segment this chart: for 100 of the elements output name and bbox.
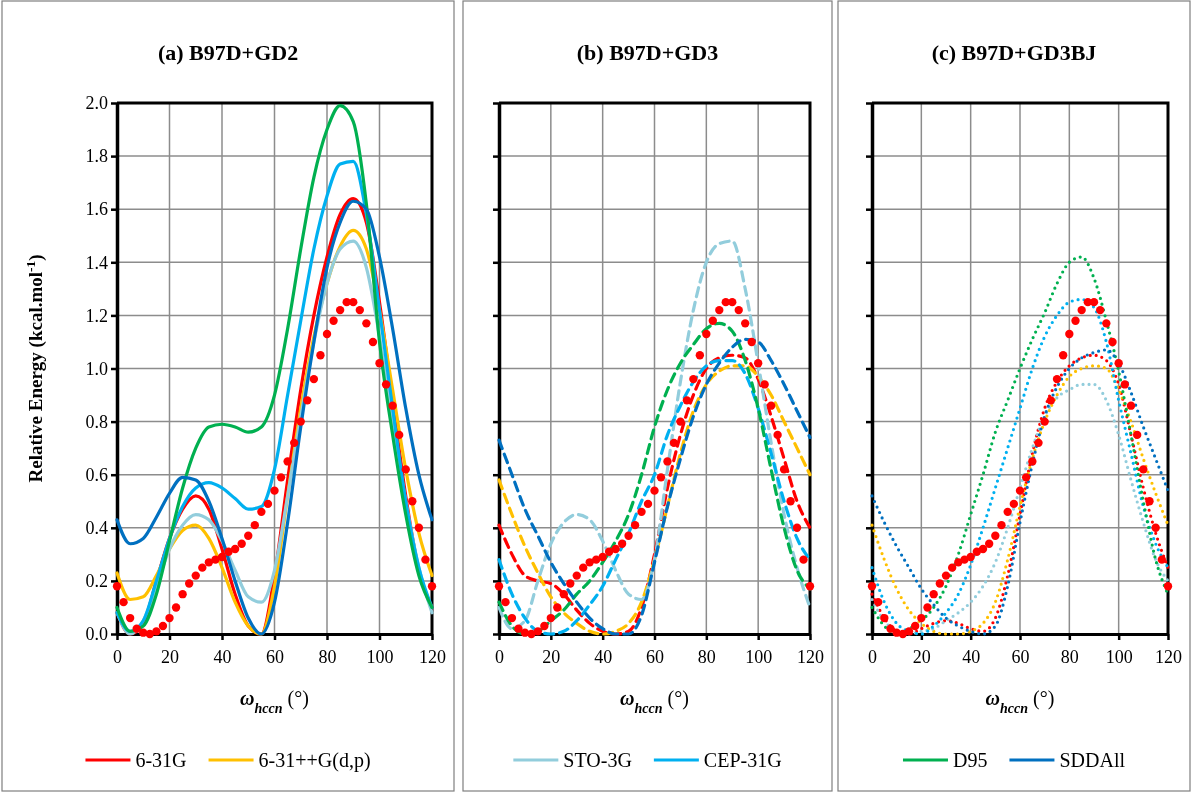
point (923, 603, 932, 612)
point (250, 520, 259, 530)
point (643, 499, 653, 509)
x-tick-label: 40 (594, 646, 613, 667)
point (741, 319, 750, 328)
x-tick-label: 80 (318, 646, 337, 667)
point (947, 563, 957, 572)
point (546, 613, 556, 623)
point (611, 544, 620, 554)
point (408, 497, 417, 506)
point (715, 305, 724, 315)
point (381, 380, 391, 389)
x-tick-label: 80 (1060, 646, 1079, 667)
point (125, 613, 135, 623)
point (559, 590, 568, 599)
point (984, 539, 994, 548)
point (766, 401, 776, 410)
point (119, 597, 128, 607)
point (805, 582, 815, 591)
point (637, 507, 646, 517)
point (368, 337, 378, 347)
point (734, 305, 743, 315)
y-tick-label: 0.8 (85, 411, 108, 432)
point (676, 417, 685, 426)
point (669, 438, 679, 448)
chart-title: (a) B97D+GD2 (157, 40, 299, 65)
x-tick-label: 60 (646, 646, 664, 667)
point (362, 319, 371, 328)
point (978, 544, 988, 554)
point (237, 539, 246, 548)
x-tick-label: 0 (495, 646, 504, 667)
x-tick-label: 0 (868, 646, 877, 667)
legend-label: CEP-31G (703, 749, 782, 771)
point (501, 597, 510, 607)
point (617, 539, 627, 548)
point (514, 624, 523, 633)
x-tick-label: 40 (213, 646, 232, 667)
point (702, 329, 711, 339)
chart-title: (b) B97D+GD3 (576, 40, 719, 65)
point (224, 547, 233, 556)
point (290, 438, 299, 448)
point (753, 359, 763, 368)
point (375, 359, 384, 368)
point (572, 571, 581, 580)
point (533, 627, 543, 636)
legend-label: D95 (952, 749, 988, 771)
x-tick-label: 100 (366, 646, 394, 667)
y-tick-label: 1.0 (85, 358, 108, 379)
point (682, 396, 692, 405)
point (799, 555, 808, 564)
point (728, 297, 737, 307)
point (309, 374, 319, 384)
legend-label: 6-31G (135, 749, 187, 771)
point (880, 613, 889, 623)
chart-title: (c) B97D+GD3BJ (931, 40, 1097, 65)
point (191, 571, 200, 580)
point (178, 590, 187, 599)
x-tick-label: 0 (113, 646, 122, 667)
point (1089, 297, 1099, 307)
x-axis-title: ω$_{hccn}$ (°) (620, 687, 689, 716)
x-tick-label: 100 (745, 646, 773, 667)
point (630, 520, 640, 530)
point (1145, 497, 1154, 506)
point (1009, 499, 1019, 509)
point (1034, 438, 1043, 448)
point (929, 590, 938, 599)
point (1015, 486, 1025, 495)
point (263, 499, 273, 509)
point (624, 531, 633, 540)
y-tick-label: 0.0 (85, 624, 108, 645)
point (171, 603, 181, 612)
y-tick-label: 0.4 (85, 518, 108, 539)
point (1021, 473, 1031, 482)
y-tick-label: 1.2 (85, 305, 108, 326)
x-axis-title: ω$_{hccn}$ (°) (240, 687, 309, 716)
point (165, 613, 174, 623)
point (904, 627, 914, 636)
point (910, 621, 920, 631)
point (1114, 359, 1123, 368)
point (941, 571, 951, 580)
point (1132, 430, 1142, 440)
point (997, 520, 1006, 530)
point (935, 579, 945, 588)
point (867, 582, 877, 591)
point (1126, 401, 1136, 410)
point (972, 547, 982, 556)
point (414, 523, 424, 532)
x-tick-label: 120 (797, 646, 824, 667)
x-tick-label: 80 (697, 646, 716, 667)
x-tick-label: 20 (542, 646, 561, 667)
point (1077, 305, 1086, 315)
point (112, 582, 122, 591)
x-tick-label: 20 (161, 646, 179, 667)
point (917, 613, 926, 623)
point (592, 555, 601, 564)
point (1040, 417, 1049, 426)
x-tick-label: 120 (1155, 646, 1182, 667)
point (335, 305, 345, 315)
point (1163, 582, 1173, 591)
point (873, 597, 883, 607)
